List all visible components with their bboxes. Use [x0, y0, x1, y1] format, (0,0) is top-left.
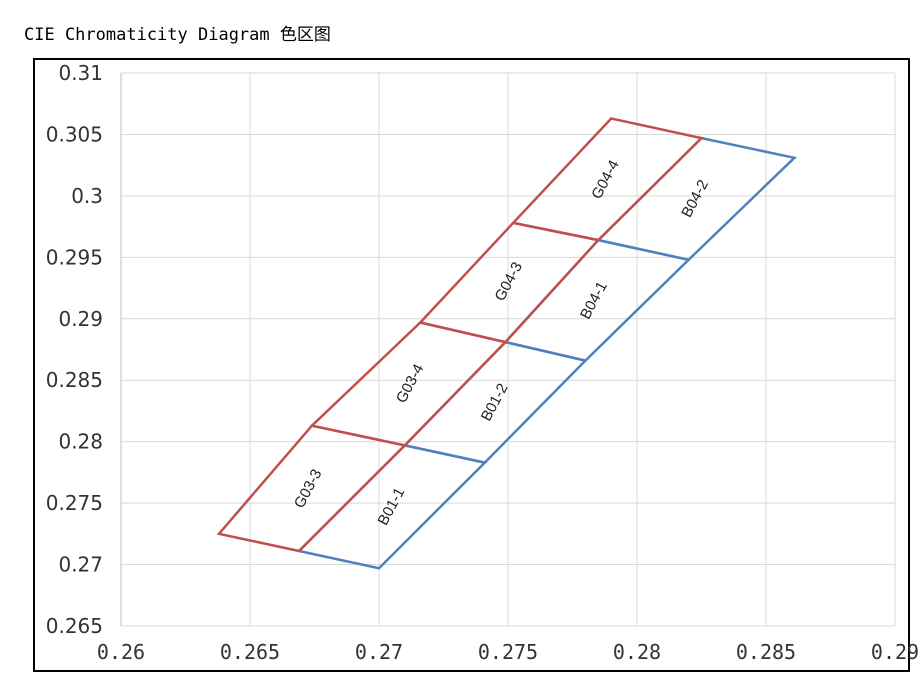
y-tick-label: 0.29	[58, 307, 103, 331]
y-tick-label: 0.295	[46, 245, 103, 269]
region-label-g03-3: G03-3	[291, 466, 326, 511]
region-g04-4	[510, 117, 705, 242]
region-label-g04-4: G04-4	[588, 157, 623, 202]
chart-title: CIE Chromaticity Diagram 色区图	[24, 25, 331, 45]
x-tick-label: 0.29	[871, 640, 919, 664]
x-tick-label: 0.275	[478, 640, 538, 664]
region-label-g04-3: G04-3	[492, 259, 527, 304]
x-tick-labels: 0.26 0.265 0.27 0.275 0.28 0.285 0.29	[97, 640, 919, 664]
region-label-g03-4: G03-4	[393, 361, 428, 406]
y-tick-label: 0.27	[58, 553, 103, 577]
y-tick-label: 0.31	[58, 61, 103, 85]
y-tick-label: 0.275	[46, 491, 103, 515]
y-tick-label: 0.28	[58, 430, 103, 454]
region-labels: G03-3 G03-4 G04-3 G04-4 B01-1 B01-2 B04-1 B04-2	[291, 157, 712, 528]
y-tick-labels: 0.31 0.305 0.3 0.295 0.29 0.285 0.28 0.275 0.27 0…	[46, 61, 103, 638]
y-tick-label: 0.305	[46, 122, 103, 146]
x-tick-label: 0.26	[97, 640, 145, 664]
region-label-b04-2: B04-2	[678, 177, 712, 220]
y-tick-label: 0.3	[71, 184, 103, 208]
y-tick-label: 0.285	[46, 368, 103, 392]
x-tick-label: 0.265	[220, 640, 280, 664]
color-regions	[216, 117, 797, 570]
chart-frame	[33, 58, 910, 672]
region-label-b04-1: B04-1	[577, 279, 611, 322]
x-tick-label: 0.27	[355, 640, 403, 664]
x-tick-label: 0.28	[613, 640, 661, 664]
x-tick-label: 0.285	[736, 640, 796, 664]
region-label-b01-1: B01-1	[375, 485, 409, 528]
y-tick-label: 0.265	[46, 614, 103, 638]
region-label-b01-2: B01-2	[478, 381, 512, 424]
grid-lines	[120, 72, 896, 627]
